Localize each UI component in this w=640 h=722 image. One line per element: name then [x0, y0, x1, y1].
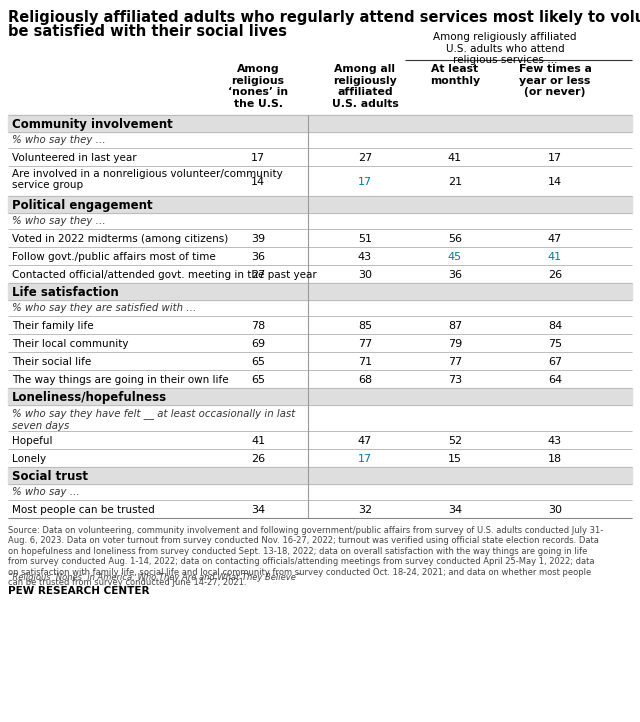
Text: 17: 17 — [251, 153, 265, 163]
Text: 26: 26 — [548, 270, 562, 280]
Text: “Religious ‘Nones’ in America: Who They Are and What They Believe”: “Religious ‘Nones’ in America: Who They … — [8, 573, 300, 582]
Text: Religiously affiliated adults who regularly attend services most likely to volun: Religiously affiliated adults who regula… — [8, 10, 640, 25]
Text: 77: 77 — [448, 357, 462, 367]
Text: Volunteered in last year: Volunteered in last year — [12, 153, 136, 163]
Text: 15: 15 — [448, 454, 462, 464]
Text: service group: service group — [12, 180, 83, 190]
Text: 34: 34 — [251, 505, 265, 515]
Text: % who say they …: % who say they … — [12, 135, 106, 145]
Text: 47: 47 — [358, 436, 372, 446]
Text: 85: 85 — [358, 321, 372, 331]
Text: Political engagement: Political engagement — [12, 199, 152, 212]
Text: 39: 39 — [251, 234, 265, 244]
Text: 41: 41 — [548, 252, 562, 262]
Text: 67: 67 — [548, 357, 562, 367]
Text: 26: 26 — [251, 454, 265, 464]
Bar — [8, 196, 632, 213]
Text: Among all
religiously
affiliated
U.S. adults: Among all religiously affiliated U.S. ad… — [332, 64, 398, 109]
Text: % who say they are satisfied with …: % who say they are satisfied with … — [12, 303, 196, 313]
Text: 21: 21 — [448, 177, 462, 187]
Text: 30: 30 — [358, 270, 372, 280]
Text: 75: 75 — [548, 339, 562, 349]
Text: Life satisfaction: Life satisfaction — [12, 286, 119, 299]
Text: % who say …: % who say … — [12, 487, 80, 497]
Text: 30: 30 — [548, 505, 562, 515]
Text: 45: 45 — [448, 252, 462, 262]
Text: The way things are going in their own life: The way things are going in their own li… — [12, 375, 228, 385]
Text: Most people can be trusted: Most people can be trusted — [12, 505, 155, 515]
Text: 87: 87 — [448, 321, 462, 331]
Text: 84: 84 — [548, 321, 562, 331]
Text: 14: 14 — [251, 177, 265, 187]
Text: 78: 78 — [251, 321, 265, 331]
Text: Among religiously affiliated
U.S. adults who attend
religious services …: Among religiously affiliated U.S. adults… — [433, 32, 577, 65]
Text: 36: 36 — [251, 252, 265, 262]
Text: 36: 36 — [448, 270, 462, 280]
Text: Few times a
year or less
(or never): Few times a year or less (or never) — [518, 64, 591, 97]
Text: Hopeful: Hopeful — [12, 436, 52, 446]
Text: 18: 18 — [548, 454, 562, 464]
Text: 64: 64 — [548, 375, 562, 385]
Text: 65: 65 — [251, 357, 265, 367]
Text: 17: 17 — [358, 454, 372, 464]
Text: Their social life: Their social life — [12, 357, 92, 367]
Text: Their family life: Their family life — [12, 321, 93, 331]
Text: 71: 71 — [358, 357, 372, 367]
Text: 17: 17 — [548, 153, 562, 163]
Text: PEW RESEARCH CENTER: PEW RESEARCH CENTER — [8, 586, 150, 596]
Text: 17: 17 — [358, 177, 372, 187]
Text: 51: 51 — [358, 234, 372, 244]
Text: Lonely: Lonely — [12, 454, 46, 464]
Bar — [8, 467, 632, 484]
Text: Source: Data on volunteering, community involvement and following government/pub: Source: Data on volunteering, community … — [8, 526, 604, 587]
Text: 52: 52 — [448, 436, 462, 446]
Text: 56: 56 — [448, 234, 462, 244]
Text: % who say they have felt __ at least occasionally in last
seven days: % who say they have felt __ at least occ… — [12, 408, 295, 430]
Text: 73: 73 — [448, 375, 462, 385]
Text: Their local community: Their local community — [12, 339, 129, 349]
Text: 14: 14 — [548, 177, 562, 187]
Text: 43: 43 — [358, 252, 372, 262]
Text: 47: 47 — [548, 234, 562, 244]
Text: 34: 34 — [448, 505, 462, 515]
Text: Among
religious
‘nones’ in
the U.S.: Among religious ‘nones’ in the U.S. — [228, 64, 288, 109]
Text: 69: 69 — [251, 339, 265, 349]
Text: 65: 65 — [251, 375, 265, 385]
Text: Loneliness/hopefulness: Loneliness/hopefulness — [12, 391, 167, 404]
Text: 41: 41 — [448, 153, 462, 163]
Text: 77: 77 — [358, 339, 372, 349]
Text: 27: 27 — [251, 270, 265, 280]
Text: 27: 27 — [358, 153, 372, 163]
Text: At least
monthly: At least monthly — [430, 64, 480, 86]
Bar — [8, 115, 632, 132]
Text: Community involvement: Community involvement — [12, 118, 173, 131]
Text: Are involved in a nonreligious volunteer/community: Are involved in a nonreligious volunteer… — [12, 169, 283, 179]
Text: 79: 79 — [448, 339, 462, 349]
Text: Voted in 2022 midterms (among citizens): Voted in 2022 midterms (among citizens) — [12, 234, 228, 244]
Text: Contacted official/attended govt. meeting in the past year: Contacted official/attended govt. meetin… — [12, 270, 317, 280]
Text: % who say they …: % who say they … — [12, 216, 106, 226]
Text: Social trust: Social trust — [12, 470, 88, 483]
Text: 43: 43 — [548, 436, 562, 446]
Text: be satisfied with their social lives: be satisfied with their social lives — [8, 24, 287, 39]
Text: 68: 68 — [358, 375, 372, 385]
Text: 41: 41 — [251, 436, 265, 446]
Text: Follow govt./public affairs most of time: Follow govt./public affairs most of time — [12, 252, 216, 262]
Bar — [8, 283, 632, 300]
Bar — [8, 388, 632, 405]
Text: 32: 32 — [358, 505, 372, 515]
